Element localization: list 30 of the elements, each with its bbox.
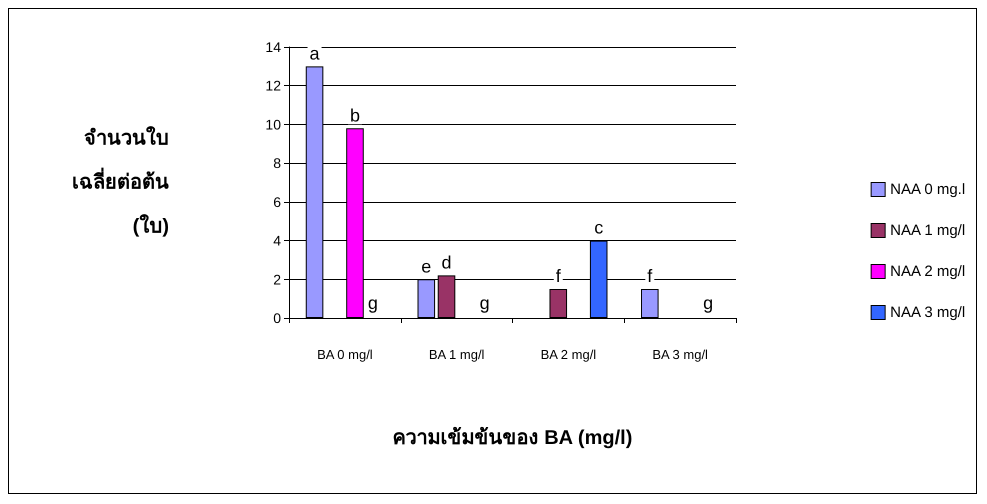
data-label: d xyxy=(442,252,452,272)
legend-label: NAA 2 mg/l xyxy=(890,263,966,280)
y-tick-label: 8 xyxy=(273,155,282,172)
legend-label: NAA 0 mg.l xyxy=(890,181,966,198)
bar xyxy=(549,288,568,318)
x-axis-title: ความเข้มข้นของ BA (mg/l) xyxy=(392,426,632,449)
y-tick-label: 0 xyxy=(273,310,282,326)
legend-label: NAA 3 mg/l xyxy=(890,304,966,321)
y-tick-label: 2 xyxy=(273,271,282,288)
data-label: b xyxy=(350,105,360,126)
x-tick-label: BA 0 mg/l xyxy=(317,347,373,362)
legend-label: NAA 1 mg/l xyxy=(890,222,966,239)
bar xyxy=(641,288,659,318)
y-tick-label: 14 xyxy=(265,39,282,55)
y-tick-label: 10 xyxy=(265,116,282,132)
data-label: e xyxy=(421,256,432,276)
annotation: g xyxy=(480,293,490,313)
x-tick-label: BA 3 mg/l xyxy=(652,347,708,362)
data-label: c xyxy=(594,218,604,238)
data-label: f xyxy=(647,266,654,286)
y-axis-title: จำนวนใบ เฉลี่ยต่อต้น (ใบ) xyxy=(72,126,169,238)
y-tick-label: 4 xyxy=(273,232,282,249)
y-tick-label: 6 xyxy=(273,194,282,210)
x-tick-label: BA 2 mg/l xyxy=(540,347,596,362)
data-label: f xyxy=(556,266,562,286)
data-label: a xyxy=(310,43,321,64)
annotation: g xyxy=(368,293,378,313)
x-tick-label: BA 1 mg/l xyxy=(428,347,485,362)
annotation: g xyxy=(703,293,714,313)
y-tick-label: 12 xyxy=(265,78,282,94)
